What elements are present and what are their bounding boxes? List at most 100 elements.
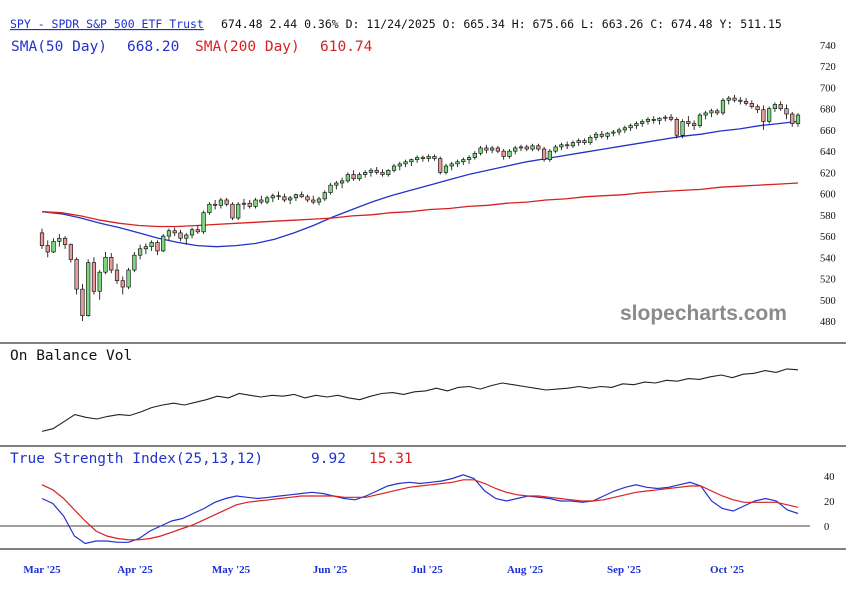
price-tick-label: 740 [820,41,836,52]
sma200-label: SMA(200 Day) [195,39,300,55]
candle [103,252,108,275]
candle [45,240,50,258]
candle [230,202,235,221]
candle [432,154,437,161]
candle [195,225,200,234]
candle [224,197,229,207]
candle [530,143,535,152]
candle [189,227,195,239]
candle [790,111,795,127]
candle [755,104,760,113]
candle [397,161,402,171]
month-label: Oct '25 [710,564,744,576]
candle [172,227,177,237]
price-tick-label: 660 [820,126,836,137]
candle [461,157,466,165]
tsi-title: True Strength Index(25,13,12) [10,451,263,467]
candle [518,144,524,152]
month-label: Mar '25 [23,564,61,576]
price-tick-label: 620 [820,168,836,179]
candle [507,149,512,159]
candle [114,263,120,284]
candle [605,132,610,140]
candle [74,257,79,295]
sma50-label: SMA(50 Day) [11,39,107,55]
candle [282,193,287,203]
candle [559,142,564,151]
candle [201,210,206,234]
candle [720,98,726,116]
candle [311,195,316,205]
candle [132,252,137,273]
candle [732,94,737,103]
price-tick-label: 600 [820,190,836,201]
obv-series [41,368,799,432]
sma200-value: 610.74 [320,39,373,55]
tsi-tick-label: 20 [824,497,835,508]
candle [316,196,322,206]
candle [576,138,581,146]
candle [368,168,374,177]
tsi-tick-label: 0 [824,522,829,533]
candle [415,155,420,163]
candle [184,232,189,245]
candle [143,243,148,255]
candle [351,170,356,181]
candle [166,228,172,241]
candle [339,177,345,189]
candle [218,197,223,209]
candle [293,193,299,202]
candle [259,195,264,205]
sma50-value: 668.20 [127,39,179,55]
candle [738,97,743,105]
candle [617,127,622,136]
price-axis: 740 720 700 680 660 640 620 600 580 560 540 520 500 4… [820,41,836,328]
symbol-link[interactable]: SPY - SPDR S&P 500 ETF Trust [10,17,204,31]
candle [380,169,385,177]
candle [420,155,425,162]
candle [253,197,258,209]
candle [761,105,766,130]
candle [634,121,639,129]
candle [593,132,599,141]
candle [334,180,339,190]
candle [276,191,281,200]
candle [599,130,604,139]
candle [363,170,368,178]
candle [628,123,633,131]
candlestick-series [39,94,801,321]
price-tick-label: 500 [820,296,836,307]
candle [674,117,679,139]
candle [657,117,662,125]
candle [784,104,789,120]
candle [241,198,247,210]
candle [386,169,391,177]
price-tick-label: 560 [820,232,836,243]
month-axis: Mar '25 Apr '25 May '25 Jun '25 Jul '25 Aug '… [23,564,744,576]
candle [374,167,379,175]
candle [449,161,454,171]
candle [611,129,616,137]
price-tick-label: 720 [820,62,836,73]
candle [345,172,350,183]
sma200-line [41,182,799,228]
candle [726,95,731,105]
candle [484,144,489,154]
tsi-axis: 40 20 0 [824,472,835,533]
month-label: Jul '25 [411,564,443,576]
candle [541,146,547,162]
candle [236,202,241,221]
candle [668,114,674,122]
tsi-series [41,474,799,545]
candle [547,149,552,162]
candle [207,202,212,215]
candle [426,154,431,162]
candle [62,236,68,249]
candle [91,257,97,295]
candle [640,119,645,127]
candle [409,158,414,167]
candle [536,143,541,152]
candle [501,149,506,160]
price-tick-label: 580 [820,211,836,222]
